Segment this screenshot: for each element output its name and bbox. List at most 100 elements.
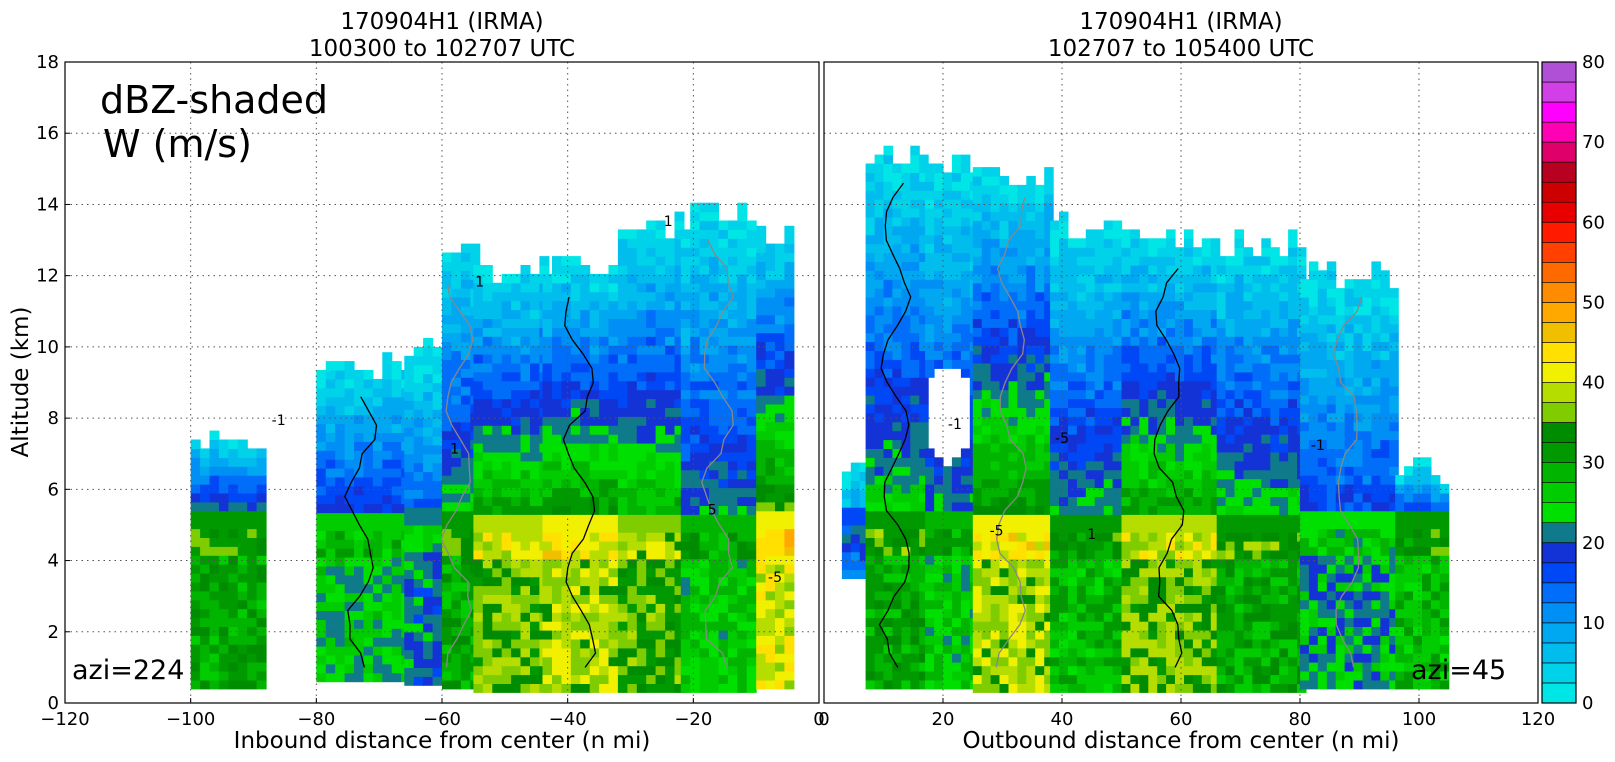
reflectivity-cell [784, 671, 795, 681]
reflectivity-cell [737, 558, 748, 569]
reflectivity-cell [901, 323, 911, 334]
reflectivity-cell [492, 558, 503, 569]
reflectivity-cell [561, 380, 572, 391]
reflectivity-cell [1103, 505, 1114, 515]
reflectivity-cell [617, 425, 628, 435]
reflectivity-cell [552, 282, 562, 293]
reflectivity-cell [451, 626, 462, 636]
reflectivity-cell [354, 459, 364, 469]
reflectivity-cell [1044, 443, 1054, 453]
reflectivity-cell [919, 626, 929, 636]
reflectivity-cell [1085, 389, 1096, 400]
reflectivity-cell [756, 314, 767, 325]
reflectivity-cell [775, 350, 785, 360]
reflectivity-cell [841, 533, 852, 544]
reflectivity-cell [404, 409, 415, 419]
reflectivity-cell [237, 555, 248, 565]
reflectivity-cell [492, 354, 503, 364]
reflectivity-cell [354, 441, 364, 451]
reflectivity-cell [919, 279, 929, 289]
reflectivity-cell [1076, 630, 1087, 640]
reflectivity-cell [727, 612, 738, 622]
reflectivity-cell [482, 362, 493, 373]
reflectivity-cell [874, 528, 885, 538]
reflectivity-cell [413, 658, 424, 668]
reflectivity-cell [413, 542, 424, 553]
reflectivity-cell [699, 647, 710, 658]
reflectivity-cell [1192, 514, 1203, 524]
reflectivity-cell [1068, 434, 1078, 444]
reflectivity-cell [1148, 469, 1158, 480]
reflectivity-cell [325, 405, 336, 416]
reflectivity-cell [530, 416, 540, 426]
reflectivity-cell [690, 674, 701, 684]
reflectivity-cell [1201, 630, 1212, 640]
reflectivity-cell [919, 252, 929, 262]
reflectivity-cell [999, 327, 1009, 337]
reflectivity-cell [999, 621, 1009, 631]
reflectivity-cell [718, 647, 729, 658]
reflectivity-cell [765, 279, 776, 289]
reflectivity-cell [919, 581, 929, 592]
reflectivity-cell [442, 501, 452, 512]
reflectivity-cell [883, 484, 893, 494]
reflectivity-cell [542, 371, 553, 382]
reflectivity-cell [451, 314, 462, 325]
reflectivity-cell [247, 564, 258, 574]
reflectivity-cell [1044, 523, 1054, 533]
reflectivity-cell [910, 555, 920, 565]
reflectivity-cell [608, 558, 619, 569]
reflectivity-cell [883, 403, 893, 414]
reflectivity-cell [690, 451, 701, 462]
reflectivity-cell [1192, 256, 1203, 266]
reflectivity-cell [570, 273, 581, 284]
reflectivity-cell [1017, 300, 1027, 311]
y-axis-label: Altitude (km) [8, 307, 34, 458]
reflectivity-cell [999, 665, 1009, 676]
reflectivity-cell [363, 378, 374, 389]
reflectivity-cell [1192, 505, 1203, 515]
reflectivity-cell [1166, 318, 1176, 328]
reflectivity-cell [1166, 665, 1176, 676]
reflectivity-cell [460, 323, 471, 334]
reflectivity-cell [972, 621, 983, 631]
reflectivity-cell [960, 181, 971, 191]
reflectivity-cell [665, 558, 676, 569]
reflectivity-cell [646, 425, 657, 435]
reflectivity-cell [655, 451, 666, 462]
reflectivity-cell [1103, 541, 1114, 551]
reflectivity-cell [617, 309, 628, 319]
reflectivity-cell [228, 537, 239, 547]
reflectivity-cell [423, 533, 434, 544]
reflectivity-cell [972, 202, 983, 213]
reflectivity-cell [1210, 674, 1221, 684]
reflectivity-cell [511, 585, 522, 595]
reflectivity-cell [316, 565, 327, 576]
reflectivity-cell [570, 496, 581, 506]
reflectivity-cell [1044, 621, 1054, 631]
reflectivity-cell [492, 300, 503, 311]
reflectivity-cell [1050, 309, 1060, 319]
reflectivity-cell [1148, 443, 1158, 453]
reflectivity-cell [718, 469, 729, 480]
reflectivity-cell [1121, 478, 1131, 489]
reflectivity-cell [756, 377, 767, 387]
reflectivity-cell [256, 679, 267, 690]
reflectivity-cell [990, 309, 1001, 319]
reflectivity-cell [859, 560, 870, 571]
reflectivity-cell [1112, 220, 1123, 230]
reflectivity-cell [756, 475, 767, 485]
reflectivity-cell [919, 546, 929, 556]
reflectivity-cell [237, 484, 248, 494]
reflectivity-cell [1121, 514, 1131, 524]
reflectivity-cell [919, 154, 929, 165]
reflectivity-cell [925, 644, 935, 654]
reflectivity-cell [925, 564, 935, 574]
reflectivity-cell [1059, 327, 1069, 337]
reflectivity-cell [599, 407, 610, 417]
reflectivity-cell [1157, 585, 1167, 595]
reflectivity-cell [746, 505, 757, 515]
reflectivity-cell [492, 443, 503, 453]
reflectivity-cell [1175, 549, 1185, 560]
reflectivity-cell [1148, 256, 1158, 266]
